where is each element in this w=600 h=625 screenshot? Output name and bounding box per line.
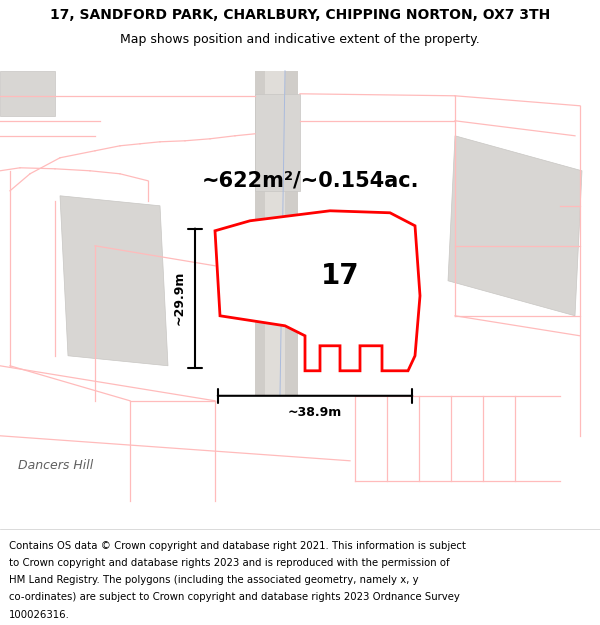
Text: ~29.9m: ~29.9m	[173, 271, 185, 326]
Text: HM Land Registry. The polygons (including the associated geometry, namely x, y: HM Land Registry. The polygons (includin…	[9, 575, 419, 585]
Text: 100026316.: 100026316.	[9, 610, 70, 620]
Text: ~622m²/~0.154ac.: ~622m²/~0.154ac.	[201, 171, 419, 191]
Text: ~38.9m: ~38.9m	[288, 406, 342, 419]
Text: 17, SANDFORD PARK, CHARLBURY, CHIPPING NORTON, OX7 3TH: 17, SANDFORD PARK, CHARLBURY, CHIPPING N…	[50, 8, 550, 22]
Polygon shape	[255, 94, 300, 191]
Polygon shape	[215, 211, 420, 371]
Text: to Crown copyright and database rights 2023 and is reproduced with the permissio: to Crown copyright and database rights 2…	[9, 558, 449, 568]
Text: 17: 17	[320, 262, 359, 290]
Polygon shape	[60, 196, 168, 366]
Text: co-ordinates) are subject to Crown copyright and database rights 2023 Ordnance S: co-ordinates) are subject to Crown copyr…	[9, 592, 460, 602]
Text: Map shows position and indicative extent of the property.: Map shows position and indicative extent…	[120, 34, 480, 46]
Polygon shape	[0, 71, 55, 116]
Polygon shape	[265, 71, 285, 396]
Polygon shape	[448, 136, 582, 316]
Polygon shape	[255, 71, 298, 396]
Text: Dancers Hill: Dancers Hill	[18, 459, 93, 472]
Text: Contains OS data © Crown copyright and database right 2021. This information is : Contains OS data © Crown copyright and d…	[9, 541, 466, 551]
